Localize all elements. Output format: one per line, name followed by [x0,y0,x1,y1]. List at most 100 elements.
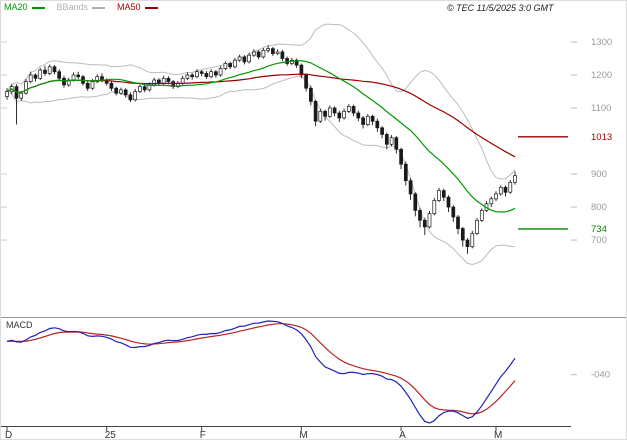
legend-label: MA20 [4,2,28,12]
candle-body [161,77,166,84]
candle-body [384,134,389,145]
candle-body [513,175,517,183]
candle-body [275,51,280,54]
candle-body [152,79,157,86]
candle-body [114,87,119,94]
candle-body [441,190,446,198]
candle-body [494,193,498,200]
candle-body [133,91,138,101]
candle-body [123,89,128,96]
candle-body [261,49,266,58]
candle-body [199,71,204,74]
candle-body [43,69,47,74]
candle-body [190,74,195,78]
candle-body [237,56,242,61]
candle-body [503,186,508,193]
candle-body [233,59,237,68]
candle-body [185,74,190,79]
macd-panel-title: MACD [6,320,33,330]
candle-body [380,127,384,135]
candle-body [318,110,323,122]
candle-body [313,101,318,122]
candle-body [71,74,76,81]
candle-body [24,81,28,94]
candle-body [346,106,351,112]
candle-body [361,117,365,125]
candle-body [479,210,484,221]
legend-item-ma20: MA20 [4,2,45,13]
candle-body [28,74,33,82]
candle-body [33,74,38,79]
candle-body [204,73,209,78]
candle-body [47,66,52,74]
ma50-line [6,73,516,158]
candle-body [309,87,313,102]
candle-body [280,51,285,59]
candle-body [470,233,475,248]
month-label: 25 [105,430,117,440]
price-axis-label: 1200 [591,70,612,81]
candle-body [351,106,356,114]
legend-item-ma50: MA50 [117,2,158,13]
candle-body [271,48,275,54]
month-label: D [5,430,12,440]
bollinger-upper-line [6,23,516,180]
candle-body [166,77,171,82]
candle-body [223,63,228,69]
candle-body [256,51,261,58]
candle-body [209,71,213,78]
price-axis-label: 800 [591,202,607,213]
ma20-last-value-label: 734 [591,224,607,235]
candle-body [228,63,232,68]
candle-body [413,193,418,211]
candle-body [247,54,251,63]
candle-body [337,112,342,119]
legend-line-swatch [144,6,158,9]
month-label: F [200,430,206,440]
candle-body [76,74,81,78]
candle-body [218,68,223,76]
candle-body [214,71,218,76]
candle-body [195,71,199,78]
candle-body [252,51,256,56]
candle-body [266,48,270,51]
candle-body [489,198,494,205]
candle-body [460,228,465,241]
candle-body [90,81,95,89]
candle-body [475,219,479,234]
candle-body [456,216,460,229]
legend-line-swatch [31,6,45,9]
bollinger-bands [6,23,516,266]
candle-body [437,190,441,201]
candle-body [451,206,456,218]
legend-line-swatch [92,6,106,9]
price-axis-label: 900 [591,169,607,180]
price-axis-label: 1300 [591,37,612,48]
macd-signal-line [6,323,516,415]
candle-body [109,82,114,89]
candle-body [285,58,289,64]
candle-body [389,137,394,145]
candle-body [157,79,161,84]
chart-legend: MA20 BBands MA50 [4,2,158,13]
candle-body [119,89,123,94]
candle-body [332,107,337,114]
candle-body [356,112,361,119]
candle-body [418,210,422,221]
candle-body [446,196,451,208]
candle-body [38,69,43,79]
month-label: M [299,430,307,440]
legend-label: BBands [56,2,89,12]
candle-body [5,91,9,97]
candle-body [508,181,513,193]
candle-body [95,76,100,83]
legend-label: MA50 [117,2,141,12]
price-axis-label: 1100 [591,103,611,114]
month-label: M [494,430,502,440]
macd-line [6,320,516,424]
candle-body [62,77,66,86]
candle-body [299,64,304,76]
candle-body [323,110,327,117]
